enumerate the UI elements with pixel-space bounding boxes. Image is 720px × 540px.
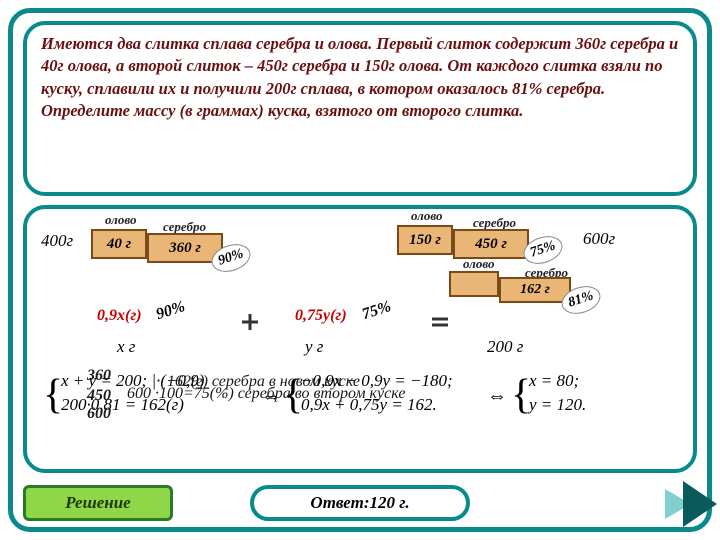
x-pct-inline: 90% <box>148 293 194 330</box>
y-coef: 0,75y(г) <box>295 307 347 325</box>
ingot2-tin-label: олово <box>411 208 442 224</box>
problem-box: Имеются два слитка сплава серебра и олов… <box>23 21 697 196</box>
y-pct-inline: 75% <box>354 293 400 330</box>
answer-box: Ответ:120 г. <box>250 485 470 521</box>
outer-frame: Имеются два слитка сплава серебра и олов… <box>8 8 712 532</box>
arrow1: ⇔ <box>261 385 281 408</box>
ingot2-silver-block: 450 г <box>453 229 529 259</box>
plus-icon <box>237 309 263 335</box>
ingot2-mass: 600г <box>583 229 615 249</box>
work-box: 400г олово серебро 40 г 360 г 90% олово … <box>23 205 697 473</box>
result-silver-block: 162 г <box>499 277 571 303</box>
ingot1-mass: 400г <box>41 231 73 251</box>
problem-text: Имеются два слитка сплава серебра и олов… <box>41 34 678 120</box>
ingot1-tin-label: олово <box>105 212 136 228</box>
ingot2-tin-block: 150 г <box>397 225 453 255</box>
result-tin-label: олово <box>463 256 494 272</box>
sys-l2b: 0,9x + 0,75y = 162. <box>301 395 437 415</box>
solve-button[interactable]: Решение <box>23 485 173 521</box>
x-coef: 0,9x(г) <box>97 307 142 325</box>
sys-l3b: y = 120. <box>529 395 586 415</box>
arrow2: ⇔ <box>487 385 507 408</box>
y-mass: y г <box>305 337 323 357</box>
sys-l2a: −0,9x − 0,9y = −180; <box>301 371 453 391</box>
res-mass: 200 г <box>487 337 523 357</box>
footer: Решение Ответ:120 г. <box>23 481 697 521</box>
ov1: 360 <box>87 367 111 385</box>
ov3b: 600 <box>87 405 111 423</box>
ingot1-tin-block: 40 г <box>91 229 147 259</box>
sys-l3a: x = 80; <box>529 371 579 391</box>
work-inner: 400г олово серебро 40 г 360 г 90% олово … <box>27 209 693 469</box>
result-tin-block <box>449 271 499 297</box>
next-button[interactable] <box>665 489 691 519</box>
equals-icon <box>427 309 453 335</box>
ov3: 450 <box>87 387 111 405</box>
x-mass: x г <box>117 337 135 357</box>
